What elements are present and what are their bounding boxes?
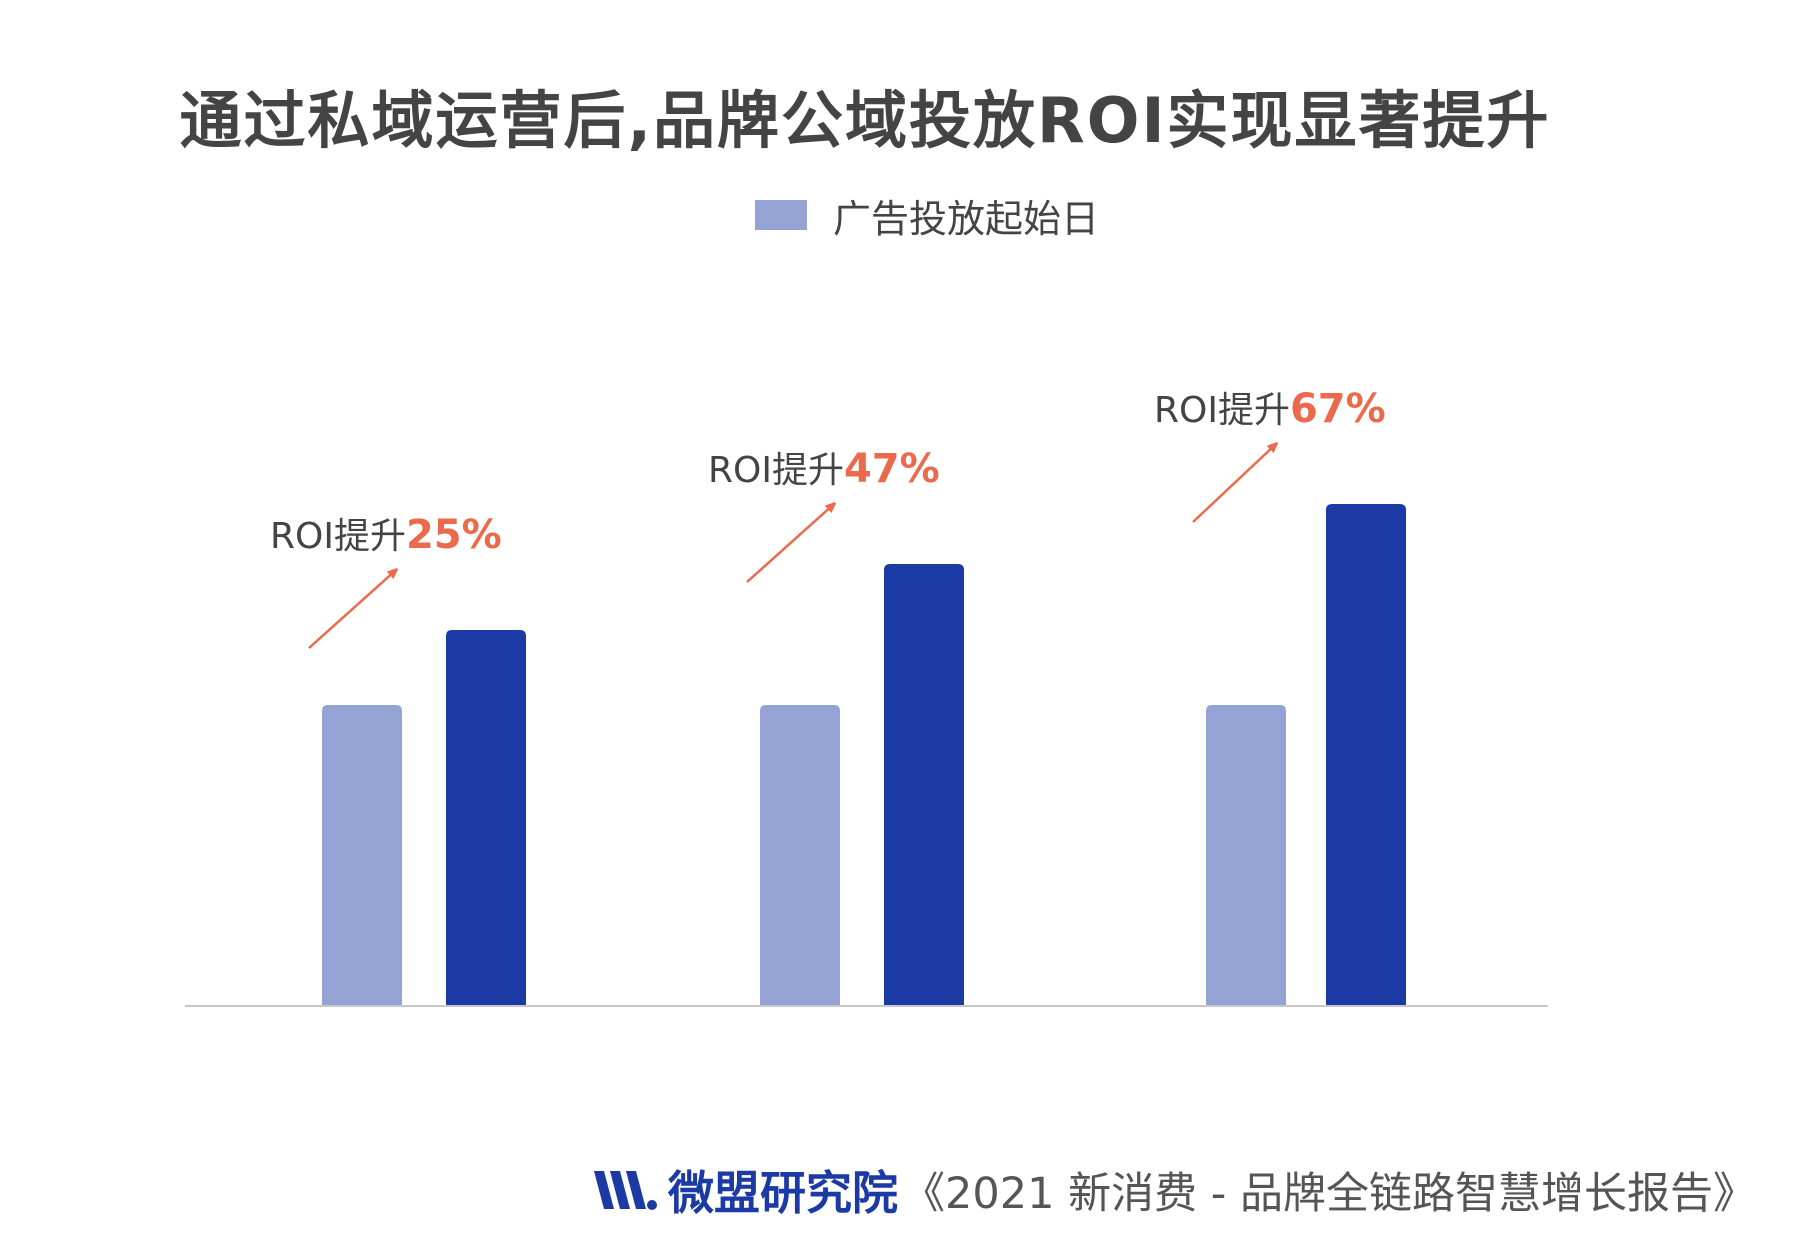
trend-arrow-1 — [308, 570, 396, 649]
roi-annotation-prefix: ROI提升 — [1154, 390, 1290, 431]
bar-baseline-2 — [760, 705, 840, 1005]
bar-after-2 — [884, 564, 964, 1005]
trend-arrow-2 — [746, 504, 834, 583]
trend-arrow-3 — [1192, 444, 1276, 523]
roi-annotation-1: ROI提升25% — [270, 512, 502, 558]
roi-annotation-prefix: ROI提升 — [708, 450, 844, 491]
legend: 广告投放起始日 — [755, 190, 1100, 241]
chart-title: 通过私域运营后,品牌公域投放ROI实现显著提升 — [179, 84, 1551, 157]
bar-baseline-3 — [1206, 705, 1286, 1005]
source-credit: 微盟研究院 《2021 新消费 - 品牌全链路智慧增长报告》 — [590, 1155, 1756, 1225]
roi-annotation-value: 25% — [406, 512, 502, 558]
weimob-logo-icon — [594, 1171, 657, 1210]
legend-label: 广告投放起始日 — [833, 196, 1100, 241]
source-brand: 微盟研究院 — [668, 1166, 898, 1220]
source-report: 《2021 新消费 - 品牌全链路智慧增长报告》 — [902, 1169, 1756, 1219]
roi-annotation-value: 47% — [844, 446, 940, 492]
bar-baseline-1 — [322, 705, 402, 1005]
bar-after-1 — [446, 630, 526, 1005]
roi-annotation-value: 67% — [1290, 386, 1386, 432]
bar-after-3 — [1326, 504, 1406, 1005]
legend-swatch — [755, 200, 807, 230]
roi-annotation-3: ROI提升67% — [1154, 386, 1386, 432]
roi-annotation-prefix: ROI提升 — [270, 516, 406, 557]
roi-annotation-2: ROI提升47% — [708, 446, 940, 492]
